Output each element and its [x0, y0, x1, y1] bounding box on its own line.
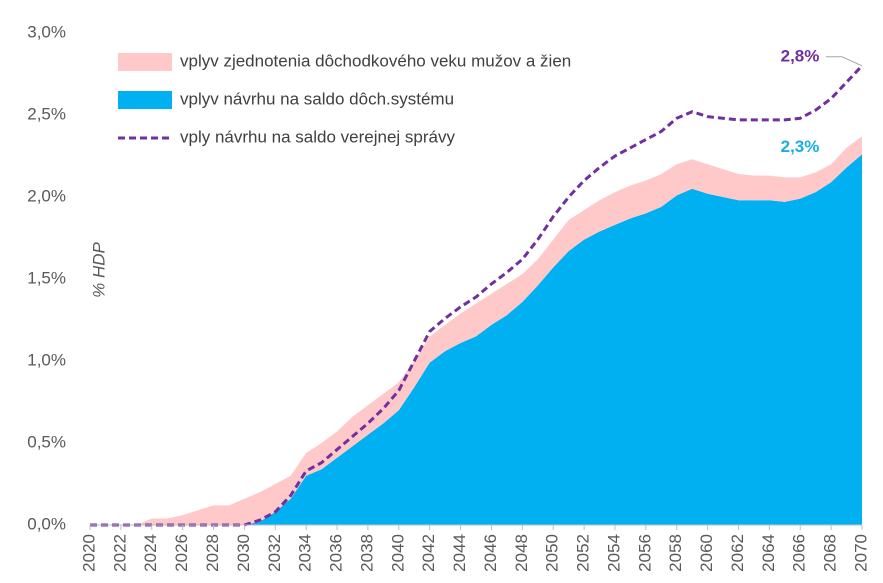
x-tick-label: 2020 [79, 534, 98, 572]
y-tick-label: 1,5% [27, 268, 66, 287]
x-tick-label: 2066 [790, 534, 809, 572]
x-tick-label: 2054 [604, 534, 623, 572]
x-tick-label: 2026 [172, 534, 191, 572]
x-tick-label: 2034 [296, 534, 315, 572]
x-tick-label: 2064 [759, 534, 778, 572]
area [90, 136, 862, 525]
legend-swatch [118, 91, 172, 109]
y-tick-label: 2,5% [27, 104, 66, 123]
x-tick-label: 2042 [419, 534, 438, 572]
x-tick-label: 2046 [481, 534, 500, 572]
x-tick-label: 2070 [851, 534, 870, 572]
x-tick-label: 2038 [357, 534, 376, 572]
x-tick-label: 2048 [512, 534, 531, 572]
leader-line [826, 56, 863, 67]
x-tick-label: 2030 [234, 534, 253, 572]
y-axis-label: % HDP [89, 241, 108, 297]
x-tick-label: 2044 [450, 534, 469, 572]
legend-label: vply návrhu na saldo verejnej správy [180, 127, 455, 146]
x-tick-label: 2056 [635, 534, 654, 572]
legend-label: vplyv zjednotenia dôchodkového veku mužo… [180, 51, 571, 70]
legend-label: vplyv návrhu na saldo dôch.systému [180, 89, 454, 108]
data-label: 2,3% [781, 137, 820, 156]
x-tick-label: 2058 [666, 534, 685, 572]
x-tick-label: 2036 [327, 534, 346, 572]
y-tick-label: 3,0% [27, 22, 66, 41]
x-tick-label: 2052 [574, 534, 593, 572]
line [90, 64, 864, 527]
x-tick-label: 2068 [821, 534, 840, 572]
y-tick-label: 0,0% [27, 514, 66, 533]
x-tick-label: 2032 [265, 534, 284, 572]
area [90, 154, 862, 526]
x-tick-label: 2028 [203, 534, 222, 572]
x-tick-label: 2022 [110, 534, 129, 572]
legend-swatch [118, 53, 172, 71]
y-tick-label: 1,0% [27, 350, 66, 369]
x-tick-label: 2050 [543, 534, 562, 572]
y-tick-label: 2,0% [27, 186, 66, 205]
x-tick-label: 2060 [697, 534, 716, 572]
y-tick-label: 0,5% [27, 432, 66, 451]
data-label: 2,8% [781, 46, 820, 65]
x-tick-label: 2040 [388, 534, 407, 572]
x-tick-label: 2062 [728, 534, 747, 572]
x-tick-label: 2024 [141, 534, 160, 572]
